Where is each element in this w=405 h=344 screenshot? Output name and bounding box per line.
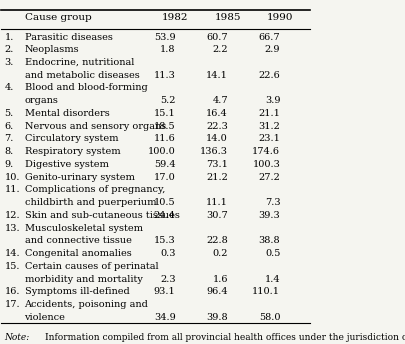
Text: 7.: 7. <box>4 135 14 143</box>
Text: 5.2: 5.2 <box>160 96 175 105</box>
Text: 15.1: 15.1 <box>153 109 175 118</box>
Text: 2.9: 2.9 <box>264 45 279 54</box>
Text: Accidents, poisoning and: Accidents, poisoning and <box>24 300 148 309</box>
Text: 21.1: 21.1 <box>258 109 279 118</box>
Text: violence: violence <box>24 313 65 322</box>
Text: 2.3: 2.3 <box>160 275 175 283</box>
Text: 136.3: 136.3 <box>199 147 227 156</box>
Text: Note:: Note: <box>4 333 30 342</box>
Text: Blood and blood-forming: Blood and blood-forming <box>24 84 147 93</box>
Text: 27.2: 27.2 <box>258 173 279 182</box>
Text: 24.4: 24.4 <box>153 211 175 220</box>
Text: 31.2: 31.2 <box>258 122 279 131</box>
Text: 18.5: 18.5 <box>153 122 175 131</box>
Text: 10.: 10. <box>4 173 20 182</box>
Text: 21.2: 21.2 <box>205 173 227 182</box>
Text: Musculoskeletal system: Musculoskeletal system <box>24 224 142 233</box>
Text: 11.1: 11.1 <box>205 198 227 207</box>
Text: 53.9: 53.9 <box>153 33 175 42</box>
Text: 22.8: 22.8 <box>206 236 227 245</box>
Text: 5.: 5. <box>4 109 14 118</box>
Text: 4.7: 4.7 <box>212 96 227 105</box>
Text: 93.1: 93.1 <box>153 287 175 296</box>
Text: 73.1: 73.1 <box>205 160 227 169</box>
Text: 0.2: 0.2 <box>212 249 227 258</box>
Text: 0.3: 0.3 <box>160 249 175 258</box>
Text: 2.: 2. <box>4 45 14 54</box>
Text: 22.3: 22.3 <box>205 122 227 131</box>
Text: 59.4: 59.4 <box>153 160 175 169</box>
Text: and connective tissue: and connective tissue <box>24 236 131 245</box>
Text: 1982: 1982 <box>162 13 188 22</box>
Text: 11.3: 11.3 <box>153 71 175 80</box>
Text: 9.: 9. <box>4 160 14 169</box>
Text: 38.8: 38.8 <box>258 236 279 245</box>
Text: 0.5: 0.5 <box>264 249 279 258</box>
Text: Skin and sub-cutaneous tissues: Skin and sub-cutaneous tissues <box>24 211 179 220</box>
Text: 100.3: 100.3 <box>252 160 279 169</box>
Text: 1.4: 1.4 <box>264 275 279 283</box>
Text: 16.4: 16.4 <box>206 109 227 118</box>
Text: Nervous and sensory organs: Nervous and sensory organs <box>24 122 165 131</box>
Text: 14.1: 14.1 <box>205 71 227 80</box>
Text: Information compiled from all provincial health offices under the jurisdiction o: Information compiled from all provincial… <box>45 333 405 342</box>
Text: Digestive system: Digestive system <box>24 160 108 169</box>
Text: Neoplasms: Neoplasms <box>24 45 79 54</box>
Text: 60.7: 60.7 <box>206 33 227 42</box>
Text: organs: organs <box>24 96 58 105</box>
Text: childbirth and puerperium: childbirth and puerperium <box>24 198 156 207</box>
Text: 1990: 1990 <box>266 13 293 22</box>
Text: 30.7: 30.7 <box>206 211 227 220</box>
Text: 39.8: 39.8 <box>206 313 227 322</box>
Text: 14.0: 14.0 <box>206 135 227 143</box>
Text: 1985: 1985 <box>214 13 241 22</box>
Text: 96.4: 96.4 <box>206 287 227 296</box>
Text: 23.1: 23.1 <box>258 135 279 143</box>
Text: 1.: 1. <box>4 33 14 42</box>
Text: Cause group: Cause group <box>24 13 91 22</box>
Text: 14.: 14. <box>4 249 20 258</box>
Text: 15.: 15. <box>4 262 20 271</box>
Text: 39.3: 39.3 <box>258 211 279 220</box>
Text: 12.: 12. <box>4 211 20 220</box>
Text: and metabolic diseases: and metabolic diseases <box>24 71 139 80</box>
Text: 3.: 3. <box>4 58 14 67</box>
Text: 66.7: 66.7 <box>258 33 279 42</box>
Text: 16.: 16. <box>4 287 20 296</box>
Text: Parasitic diseases: Parasitic diseases <box>24 33 112 42</box>
Text: 1.8: 1.8 <box>160 45 175 54</box>
Text: Circulatory system: Circulatory system <box>24 135 118 143</box>
Text: 13.: 13. <box>4 224 20 233</box>
Text: 100.0: 100.0 <box>147 147 175 156</box>
Text: Genito-urinary system: Genito-urinary system <box>24 173 134 182</box>
Text: 8.: 8. <box>4 147 14 156</box>
Text: 15.3: 15.3 <box>153 236 175 245</box>
Text: 7.3: 7.3 <box>264 198 279 207</box>
Text: 4.: 4. <box>4 84 14 93</box>
Text: Respiratory system: Respiratory system <box>24 147 120 156</box>
Text: 17.: 17. <box>4 300 20 309</box>
Text: Endocrine, nutritional: Endocrine, nutritional <box>24 58 134 67</box>
Text: 2.2: 2.2 <box>212 45 227 54</box>
Text: 11.6: 11.6 <box>153 135 175 143</box>
Text: morbidity and mortality: morbidity and mortality <box>24 275 142 283</box>
Text: Congenital anomalies: Congenital anomalies <box>24 249 131 258</box>
Text: 11.: 11. <box>4 185 20 194</box>
Text: 58.0: 58.0 <box>258 313 279 322</box>
Text: 6.: 6. <box>4 122 14 131</box>
Text: 34.9: 34.9 <box>153 313 175 322</box>
Text: 174.6: 174.6 <box>252 147 279 156</box>
Text: Certain causes of perinatal: Certain causes of perinatal <box>24 262 158 271</box>
Text: Complications of pregnancy,: Complications of pregnancy, <box>24 185 164 194</box>
Text: 110.1: 110.1 <box>252 287 279 296</box>
Text: Mental disorders: Mental disorders <box>24 109 109 118</box>
Text: 3.9: 3.9 <box>264 96 279 105</box>
Text: 10.5: 10.5 <box>153 198 175 207</box>
Text: Symptoms ill-defined: Symptoms ill-defined <box>24 287 129 296</box>
Text: 1.6: 1.6 <box>212 275 227 283</box>
Text: 17.0: 17.0 <box>153 173 175 182</box>
Text: 22.6: 22.6 <box>258 71 279 80</box>
